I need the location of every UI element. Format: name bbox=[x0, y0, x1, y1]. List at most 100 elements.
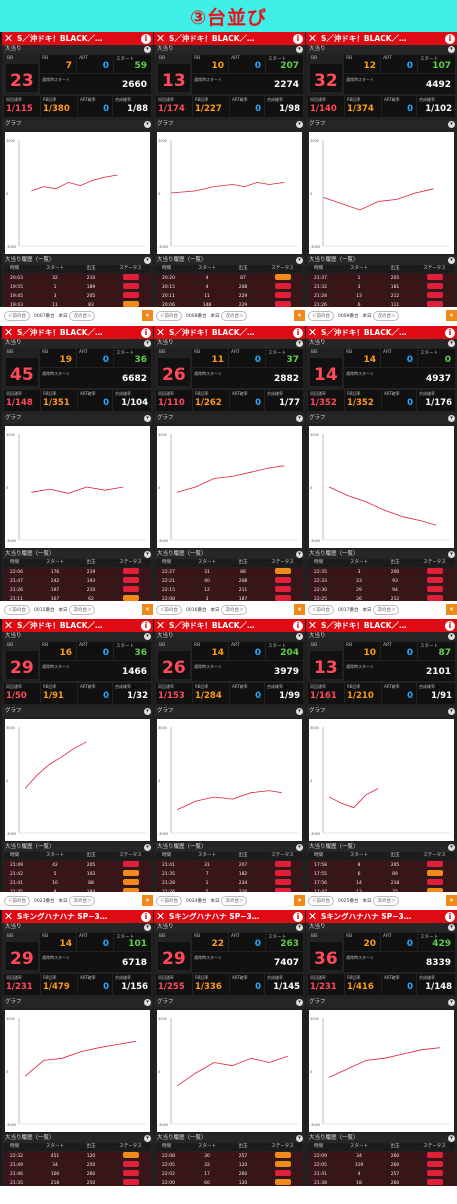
prev-machine-button[interactable]: ＜前の台 bbox=[4, 311, 30, 321]
next-machine-button[interactable]: 次の台＞ bbox=[373, 311, 400, 321]
prev-machine-button[interactable]: ＜前の台 bbox=[156, 311, 182, 321]
close-icon[interactable]: ✕ bbox=[3, 32, 14, 45]
expand-icon[interactable]: ▾ bbox=[144, 340, 151, 347]
table-row[interactable]: 22:30 29 94 bbox=[308, 585, 455, 594]
table-row[interactable]: 22:35 3 200 bbox=[308, 567, 455, 576]
expand-icon[interactable]: ▾ bbox=[144, 257, 151, 264]
table-row[interactable]: 19:55 1 189 bbox=[4, 282, 151, 291]
table-row[interactable]: 22:15 12 211 bbox=[156, 585, 303, 594]
prev-machine-button[interactable]: ＜前の台 bbox=[156, 605, 182, 615]
table-row[interactable]: 17:55 6 89 bbox=[308, 869, 455, 878]
expand-icon[interactable]: ▾ bbox=[144, 46, 151, 53]
expand-icon[interactable]: ▾ bbox=[448, 844, 455, 851]
next-machine-button[interactable]: 次の台＞ bbox=[373, 896, 400, 906]
table-row[interactable]: 22:08 3 187 bbox=[156, 594, 303, 603]
expand-icon[interactable]: ▾ bbox=[448, 46, 455, 53]
table-row[interactable]: 22:00 60 120 bbox=[156, 1178, 303, 1187]
info-icon[interactable]: i bbox=[141, 327, 151, 338]
expand-icon[interactable]: ▾ bbox=[448, 257, 455, 264]
table-row[interactable]: 22:32 451 120 bbox=[4, 1151, 151, 1160]
close-icon[interactable]: ✕ bbox=[3, 910, 14, 923]
expand-icon[interactable]: ▾ bbox=[448, 999, 455, 1006]
table-row[interactable]: 21:35 218 250 bbox=[4, 1178, 151, 1187]
table-row[interactable]: 19:43 11 83 bbox=[4, 300, 151, 309]
info-icon[interactable]: i bbox=[293, 620, 303, 631]
table-row[interactable]: 21:42 5 103 bbox=[4, 869, 151, 878]
expand-icon[interactable]: ▾ bbox=[296, 551, 303, 558]
prev-machine-button[interactable]: ＜前の台 bbox=[308, 605, 334, 615]
table-row[interactable]: 21:28 13 212 bbox=[308, 291, 455, 300]
info-icon[interactable]: i bbox=[293, 33, 303, 44]
table-row[interactable]: 21:11 167 62 bbox=[4, 594, 151, 603]
expand-icon[interactable]: ▾ bbox=[296, 340, 303, 347]
table-row[interactable]: 21:26 197 210 bbox=[4, 585, 151, 594]
table-row[interactable]: 21:49 42 205 bbox=[4, 860, 151, 869]
expand-icon[interactable]: ▾ bbox=[448, 708, 455, 715]
expand-icon[interactable]: ▾ bbox=[296, 708, 303, 715]
next-machine-button[interactable]: 次の台＞ bbox=[69, 896, 96, 906]
table-row[interactable]: 22:21 40 208 bbox=[156, 576, 303, 585]
expand-icon[interactable]: ▾ bbox=[144, 633, 151, 640]
next-machine-button[interactable]: 次の台＞ bbox=[221, 896, 248, 906]
info-icon[interactable]: i bbox=[445, 620, 455, 631]
close-icon[interactable]: ✕ bbox=[307, 326, 318, 339]
expand-icon[interactable]: ▾ bbox=[144, 999, 151, 1006]
table-row[interactable]: 22:06 176 219 bbox=[4, 567, 151, 576]
expand-icon[interactable]: ▾ bbox=[448, 415, 455, 422]
expand-icon[interactable]: ▾ bbox=[296, 924, 303, 931]
info-icon[interactable]: i bbox=[141, 911, 151, 922]
app-logo-icon[interactable]: ▣ bbox=[294, 895, 305, 906]
table-row[interactable]: 20:11 11 229 bbox=[156, 291, 303, 300]
info-icon[interactable]: i bbox=[293, 327, 303, 338]
app-logo-icon[interactable]: ▣ bbox=[294, 604, 305, 615]
next-machine-button[interactable]: 次の台＞ bbox=[373, 605, 400, 615]
close-icon[interactable]: ✕ bbox=[155, 326, 166, 339]
info-icon[interactable]: i bbox=[141, 620, 151, 631]
expand-icon[interactable]: ▾ bbox=[448, 121, 455, 128]
expand-icon[interactable]: ▾ bbox=[296, 46, 303, 53]
table-row[interactable]: 22:09 34 260 bbox=[308, 1151, 455, 1160]
expand-icon[interactable]: ▾ bbox=[144, 708, 151, 715]
table-row[interactable]: 20:06 148 229 bbox=[156, 300, 303, 309]
close-icon[interactable]: ✕ bbox=[155, 32, 166, 45]
close-icon[interactable]: ✕ bbox=[155, 619, 166, 632]
close-icon[interactable]: ✕ bbox=[3, 619, 14, 632]
table-row[interactable]: 21:47 242 193 bbox=[4, 576, 151, 585]
info-icon[interactable]: i bbox=[445, 911, 455, 922]
close-icon[interactable]: ✕ bbox=[155, 910, 166, 923]
next-machine-button[interactable]: 次の台＞ bbox=[221, 311, 248, 321]
table-row[interactable]: 20:03 32 210 bbox=[4, 273, 151, 282]
table-row[interactable]: 20:20 4 87 bbox=[156, 273, 303, 282]
expand-icon[interactable]: ▾ bbox=[296, 844, 303, 851]
app-logo-icon[interactable]: ▣ bbox=[294, 310, 305, 321]
table-row[interactable]: 21:35 7 182 bbox=[156, 869, 303, 878]
expand-icon[interactable]: ▾ bbox=[144, 844, 151, 851]
table-row[interactable]: 21:38 18 260 bbox=[308, 1178, 455, 1187]
expand-icon[interactable]: ▾ bbox=[296, 633, 303, 640]
table-row[interactable]: 19:45 3 205 bbox=[4, 291, 151, 300]
table-row[interactable]: 21:32 3 181 bbox=[308, 282, 455, 291]
expand-icon[interactable]: ▾ bbox=[448, 633, 455, 640]
table-row[interactable]: 22:27 31 88 bbox=[156, 567, 303, 576]
expand-icon[interactable]: ▾ bbox=[296, 999, 303, 1006]
next-machine-button[interactable]: 次の台＞ bbox=[221, 605, 248, 615]
table-row[interactable]: 21:49 34 250 bbox=[4, 1160, 151, 1169]
app-logo-icon[interactable]: ▣ bbox=[446, 310, 457, 321]
info-icon[interactable]: i bbox=[293, 911, 303, 922]
app-logo-icon[interactable]: ▣ bbox=[446, 604, 457, 615]
close-icon[interactable]: ✕ bbox=[307, 910, 318, 923]
expand-icon[interactable]: ▾ bbox=[144, 551, 151, 558]
expand-icon[interactable]: ▾ bbox=[448, 551, 455, 558]
table-row[interactable]: 22:05 32 120 bbox=[156, 1160, 303, 1169]
prev-machine-button[interactable]: ＜前の台 bbox=[4, 896, 30, 906]
table-row[interactable]: 21:26 6 111 bbox=[308, 300, 455, 309]
expand-icon[interactable]: ▾ bbox=[144, 1135, 151, 1142]
info-icon[interactable]: i bbox=[141, 33, 151, 44]
expand-icon[interactable]: ▾ bbox=[296, 121, 303, 128]
table-row[interactable]: 20:15 4 208 bbox=[156, 282, 303, 291]
expand-icon[interactable]: ▾ bbox=[448, 924, 455, 931]
prev-machine-button[interactable]: ＜前の台 bbox=[308, 311, 334, 321]
table-row[interactable]: 21:28 1 234 bbox=[156, 878, 303, 887]
prev-machine-button[interactable]: ＜前の台 bbox=[308, 896, 334, 906]
table-row[interactable]: 21:46 100 260 bbox=[4, 1169, 151, 1178]
